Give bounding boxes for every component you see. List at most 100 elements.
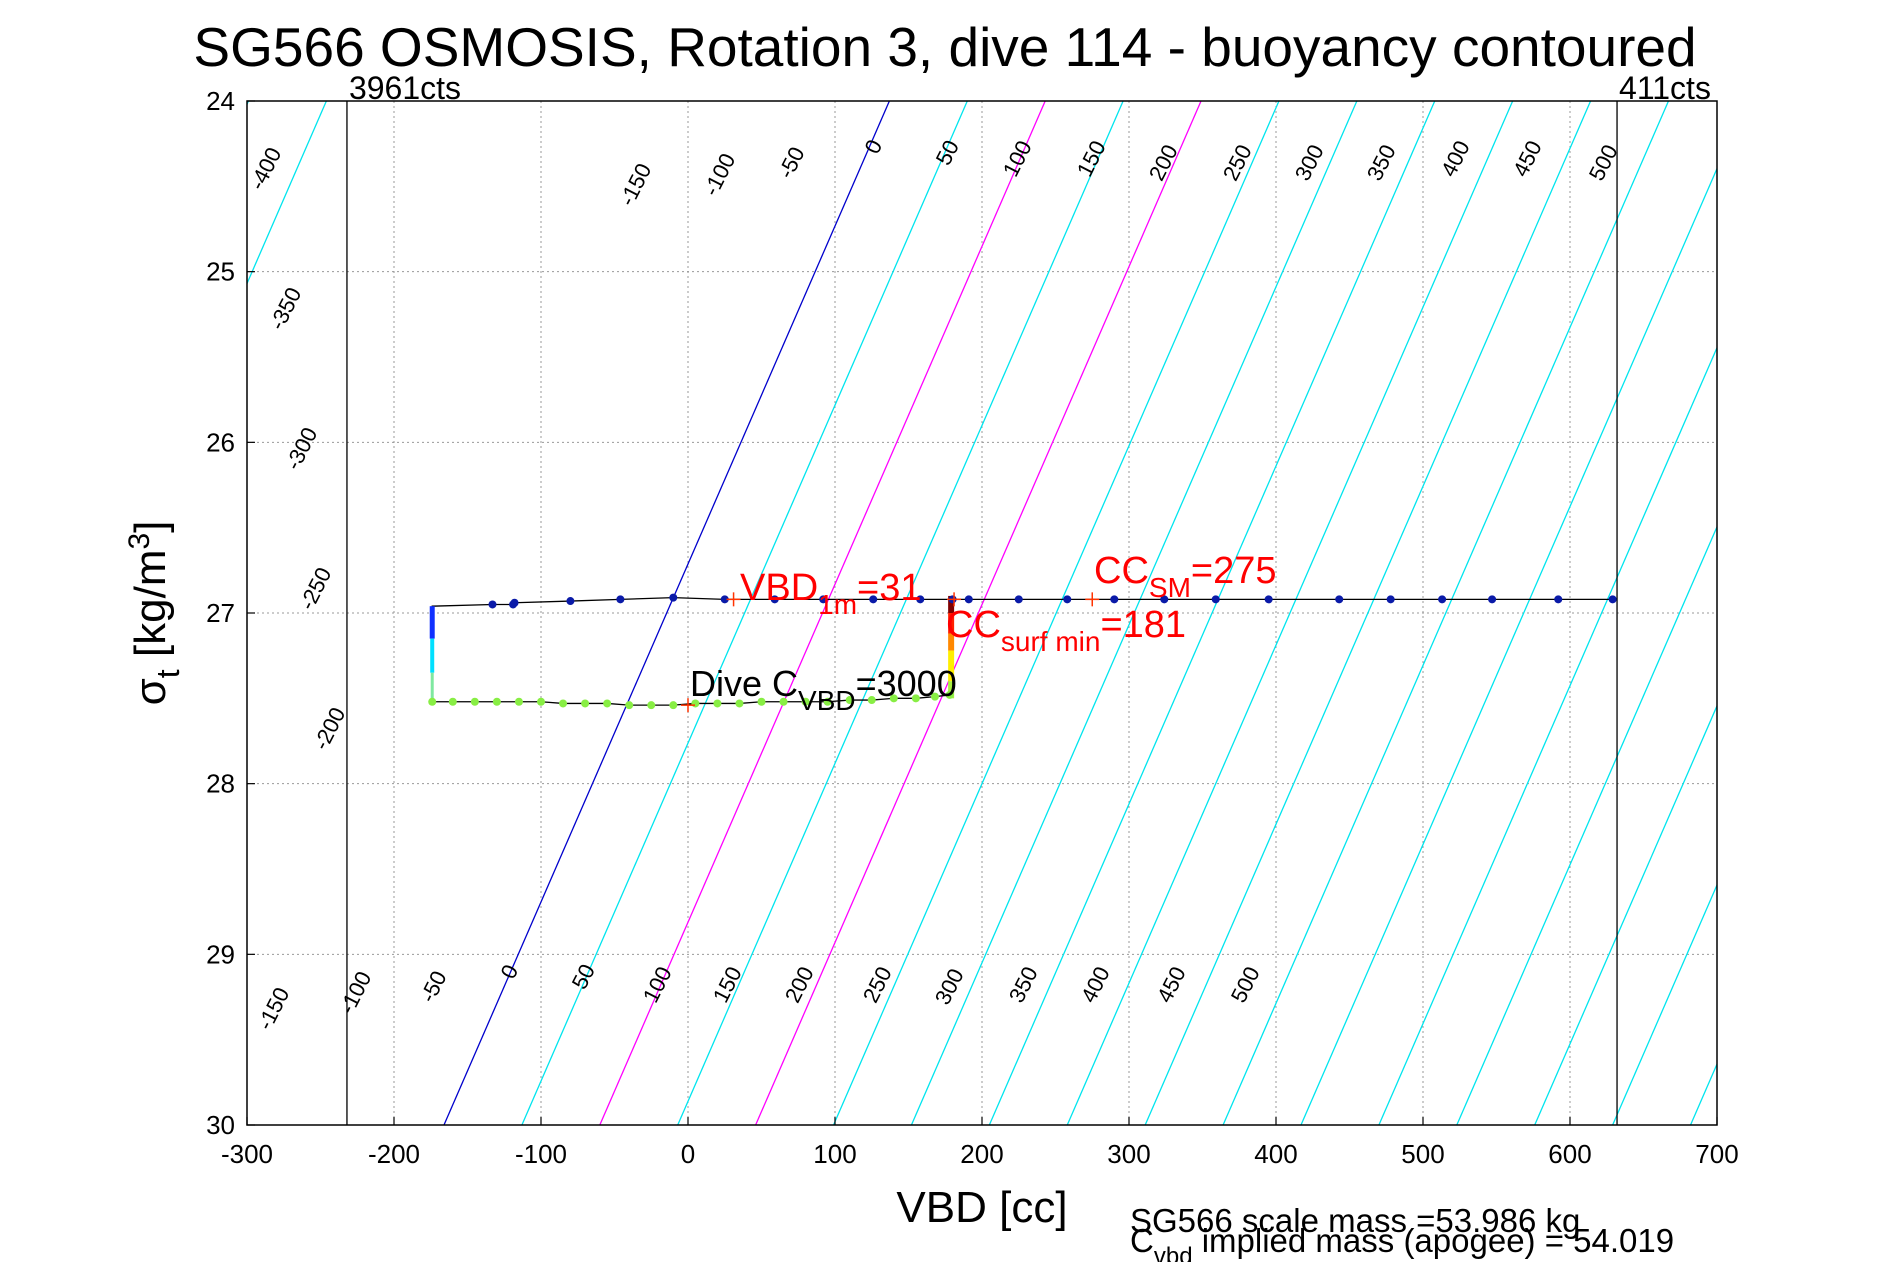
- ascent-point: [669, 593, 678, 602]
- descent-point: [945, 690, 954, 699]
- ascent-point: [1488, 595, 1497, 604]
- contour-line: [677, 101, 1124, 1125]
- contour-line: [1612, 883, 1717, 1125]
- contour-line: [1534, 704, 1717, 1125]
- contour-line: [1689, 1062, 1717, 1125]
- contour-line: [832, 101, 1280, 1125]
- scale-mass-text: SG566 scale mass =53.986 kg: [1130, 1202, 1580, 1239]
- contour-line: [1768, 101, 1891, 1125]
- ascent-point: [964, 595, 973, 604]
- dive-track: [428, 593, 1617, 710]
- y-tick-label: 24: [206, 86, 235, 116]
- x-tick-label: 700: [1695, 1139, 1738, 1169]
- ascent-point: [819, 595, 828, 604]
- cc-surf-min-annotation: CCsurf min=181: [946, 604, 1186, 657]
- ascent-point: [1438, 595, 1447, 604]
- y-axis-label: σt [kg/m3]: [123, 521, 186, 706]
- ascent-point: [869, 595, 878, 604]
- descent-point: [470, 697, 479, 706]
- ascent-point: [1063, 595, 1072, 604]
- contour-line: [910, 101, 1358, 1125]
- vbd-limit-label: 3961cts: [349, 70, 461, 106]
- contour-line: [1144, 101, 1592, 1125]
- ascent-point: [1264, 595, 1273, 604]
- ascent-point: [916, 595, 925, 604]
- descent-point: [581, 699, 590, 708]
- chart-title: SG566 OSMOSIS, Rotation 3, dive 114 - bu…: [193, 16, 1696, 78]
- y-tick-label: 27: [206, 598, 235, 628]
- axis-ticks: -300 -200 -100 0 100 200 300 400 500 600 700 24 25 26…: [206, 86, 1739, 1169]
- x-tick-label: 0: [681, 1139, 695, 1169]
- y-tick-label: 29: [206, 939, 235, 969]
- x-tick-label: 400: [1254, 1139, 1297, 1169]
- ascent-point: [1554, 595, 1563, 604]
- ascent-point: [616, 595, 625, 604]
- x-axis-label: VBD [cc]: [896, 1183, 1067, 1232]
- contour-line: [0, 101, 93, 1125]
- vbd-limit-label: 411cts: [1619, 70, 1711, 106]
- descent-point: [757, 697, 766, 706]
- contour-line: [988, 101, 1436, 1125]
- contour-line: [755, 101, 1202, 1125]
- ascent-point: [1110, 595, 1119, 604]
- ascent-point: [1211, 595, 1220, 604]
- descent-point: [669, 701, 678, 710]
- y-tick-label: 26: [206, 427, 235, 457]
- x-tick-label: -300: [221, 1139, 273, 1169]
- descent-point: [514, 697, 523, 706]
- descent-point: [801, 697, 810, 706]
- contour-line: [1846, 101, 1891, 1125]
- ascent-point: [488, 600, 497, 609]
- descent-point: [492, 697, 501, 706]
- descent-point: [735, 699, 744, 708]
- vbd-1m-annotation: VBD1m=31: [740, 567, 922, 620]
- descent-point: [428, 697, 437, 706]
- x-tick-label: 600: [1548, 1139, 1591, 1169]
- dive-c-vbd-annotation: Dive CVBD=3000: [690, 663, 957, 716]
- x-tick-label: 200: [960, 1139, 1003, 1169]
- ascent-point: [510, 598, 519, 607]
- descent-point: [603, 699, 612, 708]
- descent-point: [713, 699, 722, 708]
- x-tick-label: 100: [813, 1139, 856, 1169]
- y-tick-label: 30: [206, 1110, 235, 1140]
- x-tick-label: 500: [1401, 1139, 1444, 1169]
- ascent-point: [770, 595, 779, 604]
- contour-line: [0, 101, 15, 1125]
- descent-point: [823, 697, 832, 706]
- implied-mass-text: Cvbd implied mass (apogee) = 54.019: [1130, 1222, 1674, 1262]
- descent-point: [647, 701, 656, 710]
- contour-line: [1066, 101, 1514, 1125]
- contour-line: [1378, 346, 1717, 1125]
- contour-line: [443, 101, 890, 1125]
- descent-point: [537, 697, 545, 706]
- x-tick-label: 300: [1107, 1139, 1150, 1169]
- x-tick-label: -100: [515, 1139, 567, 1169]
- descent-point: [625, 701, 634, 710]
- vbd-limit-lines: 3961cts 411cts: [346, 70, 1711, 1125]
- contour-line: [1222, 101, 1670, 1125]
- contour-line: [1456, 525, 1717, 1125]
- descent-point: [448, 697, 457, 706]
- x-tick-label: -200: [368, 1139, 420, 1169]
- vbd-markers: [681, 592, 1100, 713]
- contour-line: [521, 101, 968, 1125]
- ascent-point: [1335, 595, 1344, 604]
- y-tick-label: 25: [206, 257, 235, 287]
- descent-point: [889, 694, 898, 703]
- ascent-point: [1386, 595, 1395, 604]
- descent-point: [559, 699, 568, 708]
- descent-point: [867, 696, 876, 705]
- descent-point: [845, 696, 854, 705]
- contour-line: [1300, 166, 1717, 1125]
- contour-line: [599, 101, 1046, 1125]
- descent-point: [930, 692, 939, 701]
- y-tick-label: 28: [206, 769, 235, 799]
- ascent-point: [1608, 595, 1617, 604]
- descent-point: [779, 697, 788, 706]
- ascent-point: [1160, 595, 1169, 604]
- ascent-point: [1014, 595, 1023, 604]
- ascent-point: [720, 595, 729, 604]
- cc-sm-annotation: CCSM=275: [1094, 550, 1276, 603]
